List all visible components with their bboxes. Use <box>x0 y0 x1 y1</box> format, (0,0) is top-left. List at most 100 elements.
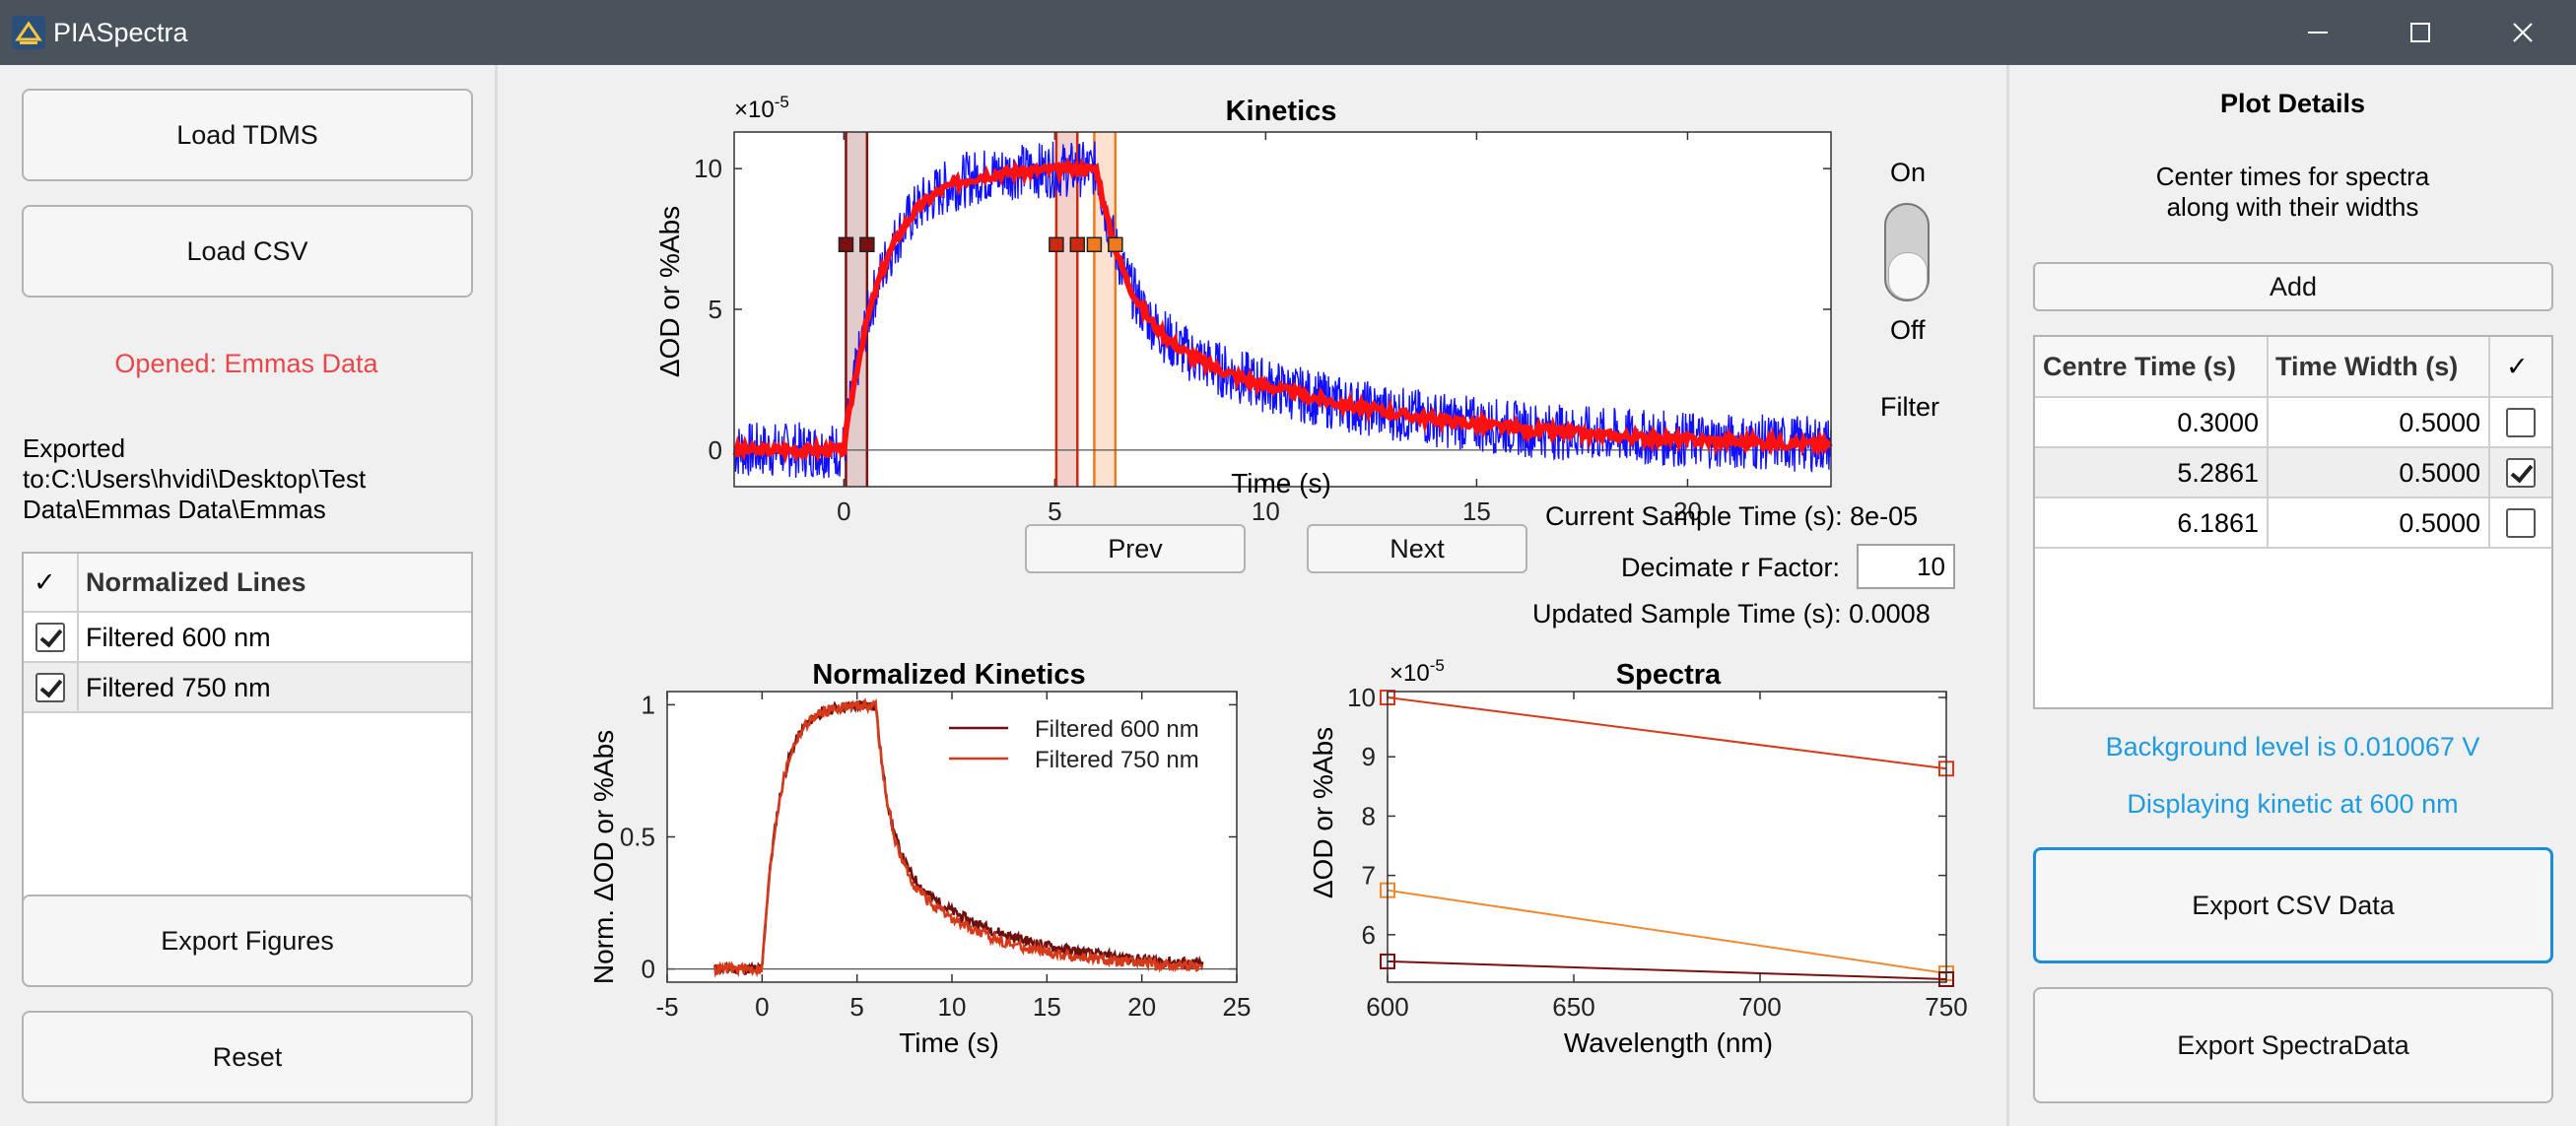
table-header-row: Centre Time (s) Time Width (s) ✓ <box>2035 337 2551 398</box>
kinetics-filtered-series <box>732 156 1833 465</box>
minimize-icon <box>2308 32 2328 33</box>
spectrum-series <box>1387 889 1947 974</box>
centre-time-cell[interactable]: 6.1861 <box>2177 508 2259 538</box>
normalized-series <box>712 697 1204 978</box>
table-row[interactable]: 0.3000 0.5000 <box>2035 398 2551 448</box>
norm-x-tick-label: 10 <box>938 992 967 1022</box>
centre-time-cell[interactable]: 5.2861 <box>2177 458 2259 488</box>
time-window-marker <box>1108 236 1123 253</box>
kin-y-tick-label: 0 <box>709 435 722 465</box>
kin-x-tick-label: 5 <box>1048 497 1061 526</box>
table-row[interactable]: 5.2861 0.5000 <box>2035 448 2551 498</box>
spectra-xlabel: Wavelength (nm) <box>1564 1027 1773 1058</box>
norm-y-tick-label: 0 <box>642 955 655 984</box>
check-column-header: ✓ <box>2506 352 2529 381</box>
line-checkbox[interactable] <box>35 673 65 702</box>
export-figures-button[interactable]: Export Figures <box>22 894 473 987</box>
spec-y-tick-label: 8 <box>1362 801 1376 830</box>
load-tdms-button[interactable]: Load TDMS <box>22 89 473 181</box>
table-row[interactable]: 6.1861 0.5000 <box>2035 498 2551 549</box>
norm-x-tick-label: 20 <box>1127 992 1156 1022</box>
plot-details-title: Plot Details <box>2219 89 2366 118</box>
row-checkbox[interactable] <box>2506 458 2536 488</box>
check-column-header: ✓ <box>34 567 56 597</box>
time-window-marker <box>1069 236 1086 253</box>
table-row[interactable]: Filtered 750 nm <box>24 663 471 713</box>
filter-label: Filter <box>1880 392 1939 422</box>
norm-x-tick-label: -5 <box>655 992 678 1022</box>
time-window-band <box>846 132 867 487</box>
spectra-times-table: Centre Time (s) Time Width (s) ✓ 0.3000 … <box>2033 335 2553 709</box>
spectrum-series <box>1387 960 1947 980</box>
title-bar: PIASpectra <box>0 0 2576 65</box>
filter-off-label: Off <box>1890 315 1926 345</box>
export-spectra-button[interactable]: Export SpectraData <box>2033 987 2553 1103</box>
add-button[interactable]: Add <box>2033 262 2553 311</box>
spec-plot-background <box>1388 692 1946 982</box>
centre-time-cell[interactable]: 0.3000 <box>2177 408 2259 437</box>
spec-x-tick-label: 750 <box>1925 992 1967 1022</box>
time-width-cell[interactable]: 0.5000 <box>2399 458 2480 488</box>
decimate-input[interactable] <box>1857 544 1955 589</box>
normalized-kinetics-chart[interactable]: Normalized Kinetics -5 0 5 10 15 20 2500.51Fil… <box>498 640 1276 1064</box>
normalized-lines-table: ✓ Normalized Lines Filtered 600 nm Filte… <box>22 552 473 938</box>
updated-sample-time: Updated Sample Time (s): 0.0008 <box>1532 599 1931 629</box>
spec-x-tick-label: 700 <box>1738 992 1781 1022</box>
export-csv-button[interactable]: Export CSV Data <box>2033 847 2553 963</box>
kin-x-tick-label: 20 <box>1673 497 1702 526</box>
kin-x-tick-label: 0 <box>837 497 850 526</box>
spec-x-tick-label: 600 <box>1366 992 1408 1022</box>
line-checkbox[interactable] <box>35 623 65 652</box>
kin-plot-background <box>734 132 1831 487</box>
legend-label: Filtered 600 nm <box>1035 716 1199 743</box>
norm-x-tick-label: 5 <box>849 992 863 1022</box>
table-row[interactable]: Filtered 600 nm <box>24 613 471 663</box>
load-csv-button[interactable]: Load CSV <box>22 205 473 298</box>
norm-axes-frame <box>666 691 1238 983</box>
plot-details-desc-1: Center times for spectra <box>2155 162 2430 191</box>
current-sample-time: Current Sample Time (s): 8e-05 <box>1545 501 1919 531</box>
close-button[interactable] <box>2474 0 2572 65</box>
time-width-cell[interactable]: 0.5000 <box>2399 508 2480 538</box>
kinetics-exponent: ×10-5 <box>734 93 789 123</box>
prev-button[interactable]: Prev <box>1025 524 1246 573</box>
kin-y-tick-label: 5 <box>709 295 722 324</box>
spec-x-tick-label: 650 <box>1552 992 1594 1022</box>
next-button[interactable]: Next <box>1307 524 1527 573</box>
kinetics-plot-area: 0 5 10 15 20 0 5 10 <box>694 131 1833 526</box>
export-path-line3: Data\Emmas Data\Emmas <box>23 495 326 524</box>
line-name: Filtered 750 nm <box>86 673 271 702</box>
norm-x-tick-label: 0 <box>755 992 769 1022</box>
line-name: Filtered 600 nm <box>86 623 271 652</box>
decimate-label: Decimate r Factor: <box>1621 553 1841 582</box>
minimize-button[interactable] <box>2269 0 2367 65</box>
time-width-header: Time Width (s) <box>2275 352 2459 381</box>
row-checkbox[interactable] <box>2506 508 2536 538</box>
norm-y-tick-label: 1 <box>642 690 655 719</box>
spec-y-tick-label: 7 <box>1362 861 1376 891</box>
maximize-icon <box>2410 23 2430 42</box>
opened-status: Opened: Emmas Data <box>114 349 378 378</box>
kinetics-chart[interactable]: Kinetics ×10-5 0 5 10 15 20 0 5 10 Time (s) ΔOD… <box>498 65 2005 528</box>
spectrum-series <box>1387 696 1947 770</box>
legend-label: Filtered 750 nm <box>1035 747 1199 773</box>
norm-x-tick-label: 25 <box>1223 992 1252 1022</box>
time-window-marker <box>859 236 875 253</box>
spectra-ylabel: ΔOD or %Abs <box>1308 727 1338 898</box>
row-checkbox[interactable] <box>2506 408 2536 437</box>
filter-toggle-knob[interactable] <box>1888 252 1928 299</box>
kinetics-title: Kinetics <box>1226 96 1337 127</box>
spectra-exponent: ×10-5 <box>1390 656 1445 687</box>
filter-toggle[interactable] <box>1884 203 1930 301</box>
time-width-cell[interactable]: 0.5000 <box>2399 408 2480 437</box>
right-panel: Plot Details Center times for spectra al… <box>2009 65 2576 1126</box>
reset-button[interactable]: Reset <box>22 1011 473 1103</box>
table-header-row: ✓ Normalized Lines <box>24 554 471 613</box>
maximize-button[interactable] <box>2371 0 2470 65</box>
time-window-marker <box>1049 236 1064 253</box>
kinetics-raw-series <box>733 141 1832 479</box>
spectra-chart[interactable]: Spectra ×10-5 600 650 700 750 6 7 8 9 10 Wavelen… <box>1276 640 1996 1064</box>
displaying-kinetic-status: Displaying kinetic at 600 nm <box>2127 789 2459 819</box>
name-column-header: Normalized Lines <box>86 567 306 597</box>
